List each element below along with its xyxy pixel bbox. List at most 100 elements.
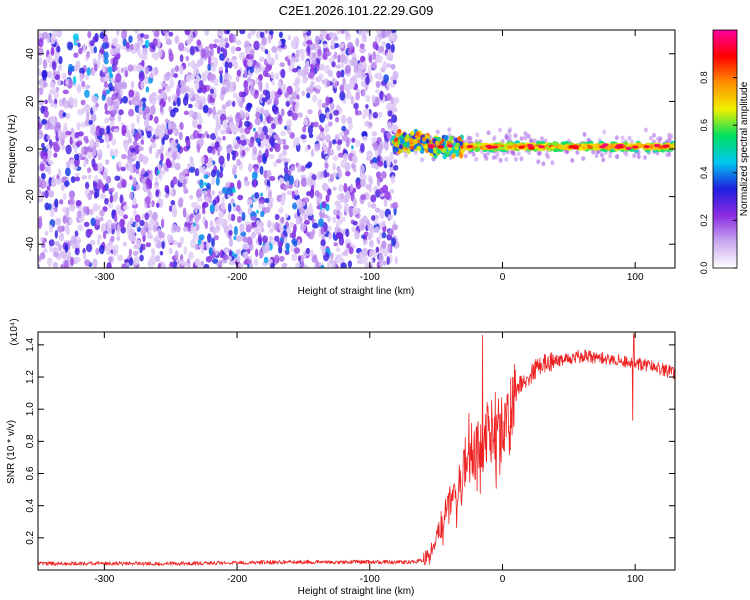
spectrogram-xtick-label: 100 xyxy=(627,272,644,283)
spectrogram-cell xyxy=(459,153,464,159)
spectrogram-cell xyxy=(342,153,349,162)
spectrogram-cell xyxy=(114,101,119,112)
spectrogram-cell xyxy=(290,39,297,50)
spectrogram-cell xyxy=(110,222,117,230)
spectrogram-cell xyxy=(135,160,140,170)
spectrogram-cell xyxy=(387,243,392,253)
spectrogram-cell xyxy=(282,149,287,157)
spectrogram-cell xyxy=(174,250,179,260)
spectrogram-cell xyxy=(422,136,427,142)
spectrogram-xtick-label: 0 xyxy=(500,272,506,283)
spectrogram-cell xyxy=(301,78,307,84)
spectrogram-cell xyxy=(131,155,138,160)
spectrogram-xlabel: Height of straight line (km) xyxy=(298,286,415,297)
spectrogram-cell xyxy=(325,96,331,106)
spectrogram-cell xyxy=(249,48,255,56)
spectrogram-cell xyxy=(351,145,354,150)
spectrogram-cell xyxy=(384,190,391,201)
spectrogram-cell xyxy=(83,221,90,228)
snr-ytick-label: 0.6 xyxy=(25,466,36,480)
spectrogram-cell xyxy=(376,178,381,187)
spectrogram-cell xyxy=(291,91,298,100)
spectrogram-cell xyxy=(74,230,79,237)
spectrogram-cell xyxy=(370,215,376,221)
spectrogram-cell xyxy=(118,109,124,116)
spectrogram-cell xyxy=(338,211,343,217)
spectrogram-cell xyxy=(138,99,143,108)
spectrogram-cell xyxy=(143,105,151,114)
spectrogram-cell xyxy=(328,232,332,240)
spectrogram-cell xyxy=(516,151,521,157)
spectrogram-cell xyxy=(151,96,157,106)
spectrogram-cell xyxy=(312,52,317,60)
spectrogram-cell xyxy=(359,55,366,64)
spectrogram-cell xyxy=(106,96,112,106)
spectrogram-cell xyxy=(442,154,447,160)
spectrogram-cell xyxy=(262,120,267,126)
spectrogram-cell xyxy=(309,188,315,199)
spectrogram-cell xyxy=(287,34,292,41)
spectrogram-cell xyxy=(142,47,148,55)
spectrogram-cell xyxy=(264,30,269,34)
spectrogram-cell xyxy=(393,141,399,147)
spectrogram-cell xyxy=(353,102,359,110)
spectrogram-cell xyxy=(119,194,124,204)
spectrogram-cell xyxy=(41,119,47,125)
spectrogram-cell xyxy=(403,153,408,159)
snr-xlabel: Height of straight line (km) xyxy=(298,586,415,597)
spectrogram-cell xyxy=(225,101,230,107)
snr-ytick-label: 1.0 xyxy=(25,402,36,416)
spectrogram-cell xyxy=(381,232,387,239)
spectrogram-cell xyxy=(328,31,334,39)
spectrogram-cell xyxy=(315,197,322,204)
spectrogram-cell xyxy=(351,137,356,143)
spectrogram-cell xyxy=(260,227,265,233)
spectrogram-cell xyxy=(187,263,191,268)
spectrogram-cell xyxy=(359,48,366,54)
spectrogram-cell xyxy=(192,230,198,241)
spectrogram-cell xyxy=(340,30,345,35)
spectrogram-cell xyxy=(599,145,606,149)
spectrogram-cell xyxy=(289,221,295,228)
spectrogram-cell xyxy=(255,77,260,85)
spectrogram-cell xyxy=(375,246,380,253)
spectrogram-cell xyxy=(148,179,153,189)
spectrogram-cell xyxy=(215,228,220,234)
spectrogram-cell xyxy=(413,149,418,155)
spectrogram-cell xyxy=(86,50,90,59)
spectrogram-cell xyxy=(49,88,56,95)
spectrogram-cell xyxy=(323,169,328,179)
spectrogram-cell xyxy=(38,71,43,76)
colorbar: 0.0 0.2 0.4 0.6 0.8 Normalized spectral ampl… xyxy=(699,29,750,274)
spectrogram-cell xyxy=(271,79,275,86)
spectrogram-cell xyxy=(532,138,537,144)
spectrogram-cell xyxy=(200,155,205,165)
spectrogram-cell xyxy=(72,75,77,85)
spectrogram-cell xyxy=(53,143,60,153)
spectrogram-cell xyxy=(261,97,268,103)
spectrogram-cell xyxy=(222,119,228,129)
spectrogram-cell xyxy=(259,56,265,63)
spectrogram-cell xyxy=(123,214,128,220)
spectrogram-cell xyxy=(246,259,252,265)
spectrogram-cell xyxy=(54,198,59,208)
spectrogram-cell xyxy=(371,157,378,165)
spectrogram-cell xyxy=(121,30,127,40)
spectrogram-cell xyxy=(143,221,149,229)
spectrogram-cell xyxy=(238,91,244,98)
spectrogram-cell xyxy=(97,58,101,68)
spectrogram-cell xyxy=(568,145,576,149)
colorbar-tick-label: 0.4 xyxy=(699,167,709,180)
spectrogram-cell xyxy=(183,178,187,185)
spectrogram-cell xyxy=(358,251,364,261)
spectrogram-cell xyxy=(42,59,48,69)
spectrogram-cell xyxy=(167,95,172,103)
spectrogram-cell xyxy=(114,213,118,223)
spectrogram-cell xyxy=(41,151,48,157)
spectrogram-cell xyxy=(179,236,184,244)
spectrogram-cell xyxy=(208,197,213,204)
spectrogram-cell xyxy=(97,153,102,161)
spectrogram-cell xyxy=(46,134,51,141)
spectrogram-cell xyxy=(68,96,75,106)
